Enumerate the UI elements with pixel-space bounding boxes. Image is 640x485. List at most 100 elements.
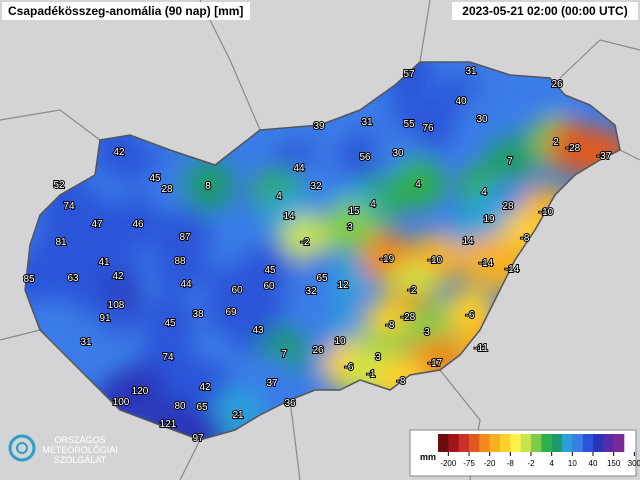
logo: ORSZÁGOS METEOROLÓGIAI SZOLGÁLAT — [8, 434, 118, 465]
legend-tick-label: 10 — [568, 459, 577, 468]
legend-tick-label: -200 — [440, 459, 457, 468]
station-value: 39 — [313, 121, 325, 132]
legend-swatch — [469, 434, 480, 452]
station-value: 46 — [132, 219, 144, 230]
title-box — [2, 2, 250, 20]
station-value: 100 — [113, 397, 130, 408]
legend-swatch — [500, 434, 511, 452]
logo-icon — [16, 442, 28, 454]
legend-swatch — [603, 434, 614, 452]
station-value: 26 — [312, 345, 324, 356]
anomaly-patch — [25, 252, 55, 304]
legend-unit: mm — [420, 452, 436, 462]
station-value: 41 — [98, 257, 110, 268]
station-value: 37 — [266, 378, 278, 389]
title: Csapadékösszeg-anomália (90 nap) [mm] — [8, 4, 243, 18]
station-value: 65 — [316, 273, 328, 284]
station-value: 55 — [403, 119, 415, 130]
logo-icon — [8, 434, 36, 462]
station-value: 43 — [252, 325, 264, 336]
station-value: 10 — [334, 336, 346, 347]
station-value: 4 — [370, 199, 376, 210]
station-value: -10 — [539, 207, 554, 218]
station-value: 19 — [483, 214, 495, 225]
station-value: 32 — [310, 181, 322, 192]
station-value: 7 — [507, 156, 513, 167]
station-value: 31 — [361, 117, 373, 128]
station-value: 45 — [264, 265, 276, 276]
legend-swatch — [562, 434, 573, 452]
station-value: 91 — [99, 313, 111, 324]
legend-tick-label: 150 — [607, 459, 621, 468]
legend-tick-label: -8 — [507, 459, 515, 468]
station-value: 28 — [161, 184, 173, 195]
station-value: 32 — [305, 286, 317, 297]
station-value: 97 — [192, 433, 204, 444]
legend-tick-label: 300 — [628, 459, 640, 468]
station-value: 12 — [337, 280, 349, 291]
station-value: 60 — [231, 285, 243, 296]
station-value: -2 — [301, 237, 310, 248]
station-value: 21 — [232, 410, 244, 421]
station-value: 3 — [424, 327, 430, 338]
station-value: 80 — [174, 401, 186, 412]
station-value: 69 — [225, 307, 237, 318]
anomaly-patch — [243, 259, 295, 311]
station-value: 121 — [160, 419, 177, 430]
anomaly-patch — [112, 197, 164, 249]
legend-tick-label: -20 — [484, 459, 496, 468]
legend-swatch — [510, 434, 521, 452]
station-value: 40 — [455, 96, 467, 107]
station-value: 45 — [149, 173, 161, 184]
station-value: 42 — [113, 147, 125, 158]
legend-swatch — [448, 434, 459, 452]
station-value: 14 — [462, 236, 474, 247]
station-value: 3 — [347, 222, 353, 233]
station-value: 52 — [53, 180, 65, 191]
legend-swatch — [531, 434, 542, 452]
station-value: 45 — [164, 318, 176, 329]
station-value: 42 — [112, 271, 124, 282]
legend-tick-label: -75 — [463, 459, 475, 468]
station-value: 15 — [348, 206, 360, 217]
station-value: 88 — [174, 256, 186, 267]
station-value: -8 — [521, 233, 530, 244]
anomaly-patch — [47, 251, 99, 303]
station-value: 74 — [162, 352, 174, 363]
station-value: -6 — [466, 310, 475, 321]
station-value: 4 — [481, 187, 487, 198]
station-value: 4 — [415, 179, 421, 190]
logo-text: METEOROLÓGIAI — [42, 445, 118, 455]
station-value: 28 — [502, 201, 514, 212]
station-value: -2 — [408, 285, 417, 296]
legend-swatch — [593, 434, 604, 452]
station-value: 14 — [283, 211, 295, 222]
station-value: 57 — [403, 69, 415, 80]
station-value: 7 — [281, 349, 287, 360]
anomaly-patch — [456, 92, 508, 144]
anomaly-patch — [285, 264, 337, 316]
anomaly-patch — [392, 157, 444, 209]
legend: -200 -75 -20 -8 -2 4 10 40 150 300 — [438, 434, 640, 468]
anomaly-patch — [172, 411, 224, 440]
station-value: 81 — [55, 237, 67, 248]
station-value: -1 — [367, 369, 376, 380]
station-value: 2 — [553, 137, 559, 148]
station-value: -11 — [474, 343, 488, 354]
legend-swatch — [572, 434, 583, 452]
station-value: 31 — [80, 337, 92, 348]
anomaly-patch — [182, 159, 234, 211]
station-value: -17 — [428, 358, 443, 369]
legend-swatch — [458, 434, 470, 452]
station-value: 74 — [63, 201, 75, 212]
logo-text: ORSZÁGOS — [54, 435, 105, 445]
station-value: 85 — [23, 274, 35, 285]
station-value: -8 — [386, 320, 395, 331]
station-value: 4 — [276, 191, 282, 202]
station-value: 31 — [465, 66, 477, 77]
station-value: 47 — [91, 219, 103, 230]
logo-text: SZOLGÁLAT — [54, 455, 107, 465]
